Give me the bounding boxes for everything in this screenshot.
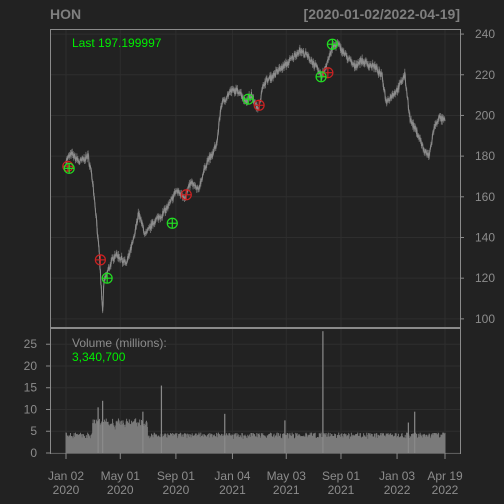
price-line	[65, 40, 446, 312]
x-tick-label: Jan 02	[48, 469, 84, 483]
price-panel-frame	[50, 29, 461, 328]
price-tick-label: 200	[475, 108, 495, 122]
x-tick-year: 2020	[107, 483, 134, 497]
buy-signal-marker	[326, 38, 338, 50]
price-tick-label: 180	[475, 149, 495, 163]
price-panel: 100 120 140 160 180 200 220 240 Last 197.199997	[50, 27, 495, 328]
chart-title: HON	[50, 6, 81, 22]
price-y-axis: 100 120 140 160 180 200 220 240	[460, 27, 495, 326]
last-price-label: Last 197.199997	[72, 36, 162, 50]
buy-signal-marker	[242, 93, 254, 105]
x-tick-label: May 01	[101, 469, 141, 483]
volume-last-value: 3,340,700	[72, 350, 126, 364]
buy-signal-marker	[63, 162, 75, 174]
x-tick-year: 2021	[273, 483, 300, 497]
sell-signal-marker	[253, 99, 265, 111]
volume-tick-label: 25	[24, 337, 38, 351]
x-tick-label: Sep 01	[157, 469, 195, 483]
volume-tick-label: 10	[24, 402, 38, 416]
date-range-title: [2020-01-02/2022-04-19]	[304, 6, 460, 22]
x-tick-label: Jan 04	[214, 469, 250, 483]
volume-tick-label: 20	[24, 359, 38, 373]
x-tick-label: Sep 01	[322, 469, 360, 483]
buy-signal-marker	[101, 272, 113, 284]
sell-signal-marker	[94, 254, 106, 266]
volume-bars-baseline	[65, 418, 446, 453]
price-tick-label: 100	[475, 312, 495, 326]
trade-signals	[62, 38, 338, 284]
volume-label: Volume (millions):	[72, 336, 167, 350]
x-tick-year: 2021	[328, 483, 355, 497]
x-tick-label: May 03	[267, 469, 307, 483]
price-grid	[51, 30, 460, 327]
buy-signal-marker	[166, 217, 178, 229]
price-tick-label: 220	[475, 68, 495, 82]
price-tick-label: 120	[475, 271, 495, 285]
volume-y-axis: 0 5 10 15 20 25	[24, 337, 51, 460]
x-tick-label: Apr 19	[427, 469, 463, 483]
volume-panel: 0 5 10 15 20 25 Volume (millions): 3,340,700	[24, 328, 461, 460]
x-tick-label: Jan 03	[379, 469, 415, 483]
price-tick-label: 140	[475, 230, 495, 244]
volume-tick-label: 15	[24, 381, 38, 395]
volume-bars	[65, 331, 446, 453]
price-tick-label: 160	[475, 190, 495, 204]
x-tick-year: 2022	[432, 483, 459, 497]
price-tick-label: 240	[475, 27, 495, 41]
x-tick-year: 2022	[384, 483, 411, 497]
x-tick-year: 2020	[163, 483, 190, 497]
volume-tick-label: 0	[30, 446, 37, 460]
x-tick-year: 2020	[53, 483, 80, 497]
x-tick-year: 2021	[219, 483, 246, 497]
buy-signal-marker	[315, 71, 327, 83]
volume-tick-label: 5	[30, 424, 37, 438]
sell-signal-marker	[180, 189, 192, 201]
